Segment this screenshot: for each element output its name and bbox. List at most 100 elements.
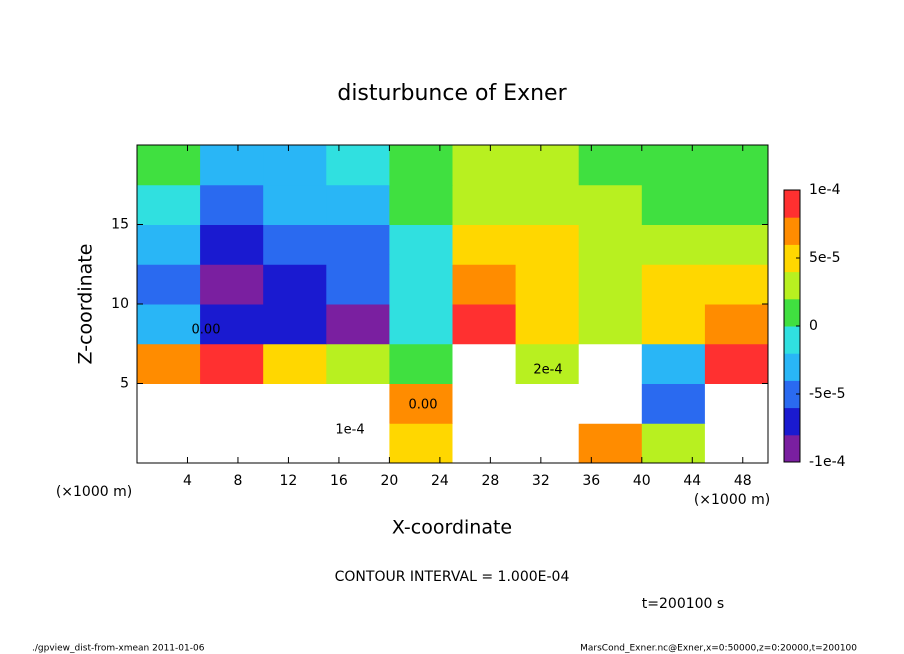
field-cell: [641, 224, 706, 265]
colorbar-swatch: [784, 380, 800, 409]
field-cell: [515, 423, 580, 464]
field-cell: [263, 343, 327, 384]
field-cell: [578, 184, 643, 225]
field-cell: [515, 224, 580, 265]
field-cell: [578, 383, 643, 424]
field-cell: [578, 145, 643, 186]
field-cell: [515, 264, 580, 305]
field-cell: [326, 184, 390, 225]
colorbar-swatch: [784, 407, 800, 436]
x-tick-label: 4: [183, 473, 192, 489]
field-cell: [263, 145, 327, 186]
colorbar-swatch: [784, 353, 800, 381]
field-cell: [200, 184, 264, 225]
colorbar-swatch: [784, 298, 800, 327]
field-cell: [704, 343, 769, 384]
field-cell: [200, 145, 264, 186]
field-cell: [137, 343, 201, 384]
field-cell: [137, 304, 201, 345]
x-tick-label: 20: [380, 473, 398, 489]
field-cell: [704, 184, 769, 225]
field-cell: [452, 184, 517, 225]
field-cell: [452, 224, 517, 265]
x-tick-label: 32: [532, 473, 550, 489]
field-cell: [389, 383, 453, 424]
field-cell: [389, 423, 453, 464]
field-cell: [452, 304, 517, 345]
y-tick-label: 15: [111, 217, 129, 233]
x-tick-label: 24: [431, 473, 449, 489]
field-cell: [515, 184, 580, 225]
colorbar-swatch: [784, 326, 800, 354]
contour-label: 1e-4: [335, 423, 364, 438]
colorbar-swatch: [784, 271, 800, 300]
field-cell: [263, 304, 327, 345]
contour-label: 0.00: [192, 323, 221, 338]
field-cell: [704, 264, 769, 305]
footer-right: MarsCond_Exner.nc@Exner,x=0:50000,z=0:20…: [580, 644, 857, 654]
x-unit-label: (×1000 m): [694, 492, 770, 508]
field-cell: [704, 304, 769, 345]
contour-label: 2e-4: [533, 363, 562, 378]
x-axis-label: X-coordinate: [392, 517, 512, 539]
x-tick-label: 8: [233, 473, 242, 489]
colorbar-tick-label: 0: [809, 318, 818, 334]
field-cell: [578, 423, 643, 464]
field-cell: [263, 264, 327, 305]
field-cell: [452, 383, 517, 424]
x-tick-label: 44: [683, 473, 701, 489]
field-cell: [200, 264, 264, 305]
contour-label: 0.00: [409, 398, 438, 413]
field-cell: [641, 343, 706, 384]
field-cell: [578, 304, 643, 345]
field-cell: [452, 145, 517, 186]
field-cell: [389, 224, 453, 265]
field-cell: [704, 145, 769, 186]
y-tick-label: 5: [120, 376, 129, 392]
field-cell: [641, 264, 706, 305]
field-cell: [515, 145, 580, 186]
x-tick-label: 28: [481, 473, 499, 489]
colorbar-tick-label: 5e-5: [809, 250, 840, 266]
field-cell: [578, 264, 643, 305]
field-cell: [578, 343, 643, 384]
field-cell: [263, 184, 327, 225]
field-cell: [326, 343, 390, 384]
field-cell: [704, 423, 769, 464]
field-cell: [704, 224, 769, 265]
x-tick-label: 16: [330, 473, 348, 489]
field-cell: [200, 423, 264, 464]
x-tick-label: 12: [280, 473, 298, 489]
field-cell: [389, 145, 453, 186]
field-cell: [326, 304, 390, 345]
colorbar-swatch: [784, 244, 800, 273]
field-cell: [326, 383, 390, 424]
field-cell: [389, 184, 453, 225]
colorbar-tick-label: 1e-4: [809, 182, 841, 198]
field-cell: [263, 423, 327, 464]
field-cell: [452, 343, 517, 384]
field-cell: [326, 264, 390, 305]
field-cell: [137, 383, 201, 424]
field-cell: [704, 383, 769, 424]
colorbar-tick-label: -1e-4: [809, 454, 846, 470]
x-tick-label: 48: [734, 473, 752, 489]
field-cell: [515, 343, 580, 384]
field-cell: [641, 145, 706, 186]
field-cell: [137, 224, 201, 265]
field-cell: [515, 304, 580, 345]
field-cell: [452, 264, 517, 305]
x-tick-label: 40: [633, 473, 651, 489]
field-cell: [389, 343, 453, 384]
field-cell: [452, 423, 517, 464]
field-cell: [641, 304, 706, 345]
field-cell: [200, 383, 264, 424]
field-cell: [200, 224, 264, 265]
contour-interval: CONTOUR INTERVAL = 1.000E-04: [335, 569, 570, 585]
field-cell: [137, 423, 201, 464]
colorbar-swatch: [784, 217, 800, 245]
field-cell: [578, 224, 643, 265]
field-cell: [200, 343, 264, 384]
colorbar-tick-label: -5e-5: [809, 386, 846, 402]
field-cell: [263, 383, 327, 424]
